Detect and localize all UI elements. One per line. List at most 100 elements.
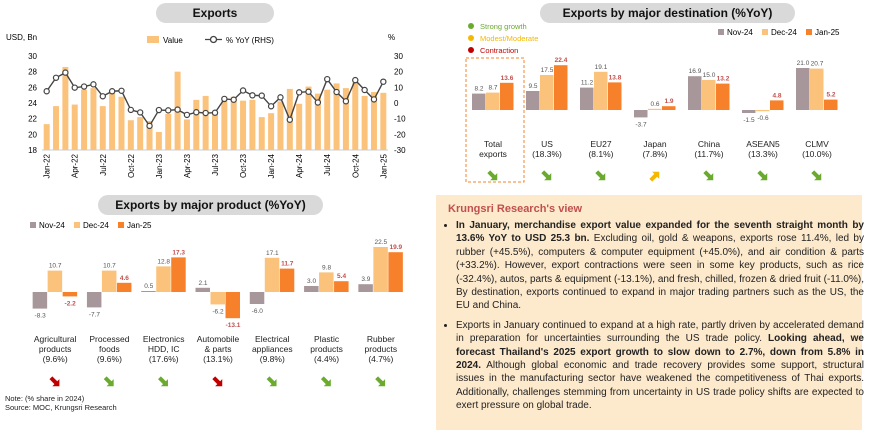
product-contraction-arrow-icon <box>49 376 60 387</box>
product-bar-nov-24 <box>304 286 319 292</box>
product-value-label: 9.8 <box>322 264 331 271</box>
destination-bar-nov-24 <box>688 76 702 110</box>
destination-category-label: ASEAN5 <box>746 139 780 149</box>
product-value-label: -8.3 <box>35 313 47 320</box>
exports-yoy-point <box>193 109 200 116</box>
product-value-label: 5.4 <box>337 273 346 280</box>
exports-yoy-point <box>43 88 50 95</box>
destination-bar-nov-24 <box>472 93 486 110</box>
growth-legend-dot <box>468 23 474 29</box>
exports-value-bar <box>62 66 69 150</box>
product-legend-label: Nov-24 <box>39 221 65 230</box>
exports-yoy-point <box>174 106 181 113</box>
product-bar-jan-25 <box>388 252 403 292</box>
exports-yoy-point <box>202 109 209 117</box>
exports-yoy-point <box>324 75 331 83</box>
exports-value-bar <box>212 113 218 150</box>
legend-value-label: Value <box>163 36 183 45</box>
product-category-label: Electrical <box>255 334 290 344</box>
destination-value-label: 13.8 <box>609 74 622 81</box>
exports-value-bar <box>118 96 125 150</box>
exports-xtick: Jul-22 <box>99 153 108 175</box>
destination-legend-label: Dec-24 <box>771 28 797 37</box>
product-category-label: appliances <box>252 344 293 354</box>
exports-yoy-point <box>361 86 368 94</box>
product-bar-dec-24 <box>101 270 117 292</box>
product-bar-dec-24 <box>264 257 280 292</box>
destination-strong-arrow-icon <box>595 170 606 181</box>
destination-value-label: 11.2 <box>581 80 594 87</box>
exports-value-bar <box>53 106 60 150</box>
destination-bar-nov-24 <box>742 110 756 113</box>
product-chart: Nov-24 Dec-24 Jan-25 -8.3 10.7 -2.2 Agricultu… <box>30 221 403 387</box>
exports-yoy-point <box>52 74 60 81</box>
exports-value-bar <box>314 93 321 150</box>
destination-strong-arrow-icon <box>757 170 768 181</box>
exports-ylabel: USD, Bn <box>6 33 37 42</box>
product-value-label: 4.6 <box>120 275 129 282</box>
exports-ytick: 20 <box>28 130 37 139</box>
view-point-2-bold: Looking ahead, we forecast Thailand's 20… <box>456 333 864 372</box>
exports-value-bar <box>137 117 144 150</box>
product-bar-dec-24 <box>156 266 171 292</box>
exports-xtick: Oct-22 <box>127 153 136 178</box>
exports-value-bar <box>342 88 349 150</box>
destination-value-label: 8.2 <box>474 86 483 93</box>
product-category-label: (17.6%) <box>149 354 179 364</box>
product-bar-jan-25 <box>171 257 186 292</box>
product-bar-nov-24 <box>86 292 102 308</box>
destination-bar-jan-25 <box>500 82 514 110</box>
destination-chart: Strong growth Modest/Moderate Contraction N… <box>465 22 840 183</box>
chart-notes: Note: (% share in 2024) Source: MOC, Kru… <box>5 394 117 412</box>
destination-value-label: 0.6 <box>650 101 659 108</box>
destination-category-label: (11.7%) <box>694 149 723 159</box>
exports-xtick: Jan-24 <box>267 153 276 178</box>
destination-strong-arrow-icon <box>811 170 822 181</box>
product-value-label: 11.7 <box>281 261 294 268</box>
product-bar-jan-25 <box>279 268 295 292</box>
exports-value-bar <box>333 83 340 150</box>
product-strong-arrow-icon <box>375 376 386 387</box>
exports-yoy-point <box>295 89 303 96</box>
destination-bar-dec-24 <box>702 80 716 110</box>
exports-y2tick: 10 <box>394 83 403 92</box>
product-bar-jan-25 <box>116 282 132 292</box>
destination-legend-swatch <box>718 29 724 35</box>
exports-y2tick: 0 <box>394 99 399 108</box>
exports-yoy-point <box>99 93 106 100</box>
note-source: Source: MOC, Krungsri Research <box>5 403 117 412</box>
product-category-label: (4.4%) <box>314 354 339 364</box>
product-bar-nov-24 <box>358 284 373 292</box>
view-point-1: In January, merchandise export value exp… <box>456 219 864 313</box>
product-legend-swatch <box>74 222 80 228</box>
product-category-label: (9.6%) <box>97 354 122 364</box>
exports-xtick: Jan-23 <box>155 153 164 178</box>
exports-yoy-point <box>80 83 88 90</box>
destination-bar-dec-24 <box>756 110 770 112</box>
exports-value-bar <box>109 89 116 150</box>
destination-category-label: (10.0%) <box>802 149 832 159</box>
destination-category-label: CLMV <box>805 139 829 149</box>
product-category-label: products <box>39 344 72 354</box>
exports-xtick: Jul-24 <box>323 153 332 175</box>
product-value-label: 10.7 <box>49 263 62 270</box>
destination-bar-dec-24 <box>540 75 554 110</box>
exports-value-bar <box>90 88 97 150</box>
destination-category-label: (18.3%) <box>532 149 562 159</box>
view-point-1-bold: In January, merchandise export value exp… <box>456 220 864 245</box>
exports-yoy-point <box>258 92 265 99</box>
exports-yoy-point <box>230 96 237 103</box>
destination-value-label: 16.9 <box>689 68 702 75</box>
exports-yoy-point <box>62 69 69 76</box>
product-bar-nov-24 <box>32 292 48 309</box>
exports-xtick: Jul-23 <box>211 153 220 175</box>
legend-yoy-marker <box>209 35 218 44</box>
destination-bar-jan-25 <box>662 106 676 110</box>
exports-yoy-point <box>239 87 247 94</box>
product-contraction-arrow-icon <box>212 376 223 387</box>
product-category-label: Rubber <box>367 334 395 344</box>
exports-chart: USD, Bn % Value % YoY (RHS) 18 20 22 24 26 28… <box>6 33 406 178</box>
product-bar-nov-24 <box>195 287 210 292</box>
exports-ytick: 24 <box>28 99 37 108</box>
exports-y2label: % <box>388 33 395 42</box>
